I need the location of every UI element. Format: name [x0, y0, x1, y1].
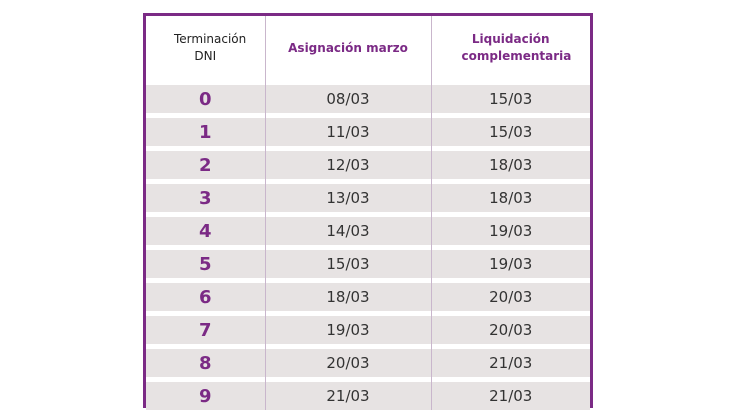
date-cell: 21/03: [430, 349, 590, 377]
gap-cell: [264, 245, 431, 250]
dni-digit: 4: [146, 217, 265, 245]
gap-cell: [430, 179, 590, 184]
table-body: 0 08/03 15/03 1 11/03 15/03 2 12/03 18/03 3 13/03 1…: [146, 80, 590, 410]
gap-cell: [146, 80, 265, 85]
gap-cell: [146, 245, 265, 250]
table-row: 6 18/03 20/03: [146, 283, 590, 311]
gap-cell: [430, 377, 590, 382]
date-cell: 20/03: [430, 283, 590, 311]
dni-digit: 1: [146, 118, 265, 146]
gap-cell: [146, 278, 265, 283]
dni-digit: 8: [146, 349, 265, 377]
date-cell: 18/03: [430, 151, 590, 179]
header-cell: Terminación DNI: [174, 32, 247, 63]
gap-cell: [146, 311, 265, 316]
date-cell: 08/03: [264, 85, 431, 113]
gap-cell: [430, 278, 590, 283]
date-cell: 15/03: [430, 85, 590, 113]
date-cell: 13/03: [264, 184, 431, 212]
gap-cell: [146, 344, 265, 349]
dni-digit: 2: [146, 151, 265, 179]
date-cell: 19/03: [430, 250, 590, 278]
date-cell: 20/03: [264, 349, 431, 377]
gap-cell: [264, 179, 431, 184]
gap-cell: [430, 344, 590, 349]
table-row: 8 20/03 21/03: [146, 349, 590, 377]
table-row: 4 14/03 19/03: [146, 217, 590, 245]
table-row: 2 12/03 18/03: [146, 151, 590, 179]
date-cell: 18/03: [430, 184, 590, 212]
date-cell: 21/03: [264, 382, 431, 410]
gap-cell: [430, 245, 590, 250]
row-gap: [146, 377, 590, 382]
table-row: 7 19/03 20/03: [146, 316, 590, 344]
gap-cell: [430, 311, 590, 316]
date-cell: 21/03: [430, 382, 590, 410]
gap-cell: [264, 344, 431, 349]
date-cell: 14/03: [264, 217, 431, 245]
gap-cell: [146, 179, 265, 184]
dni-digit: 9: [146, 382, 265, 410]
date-cell: 19/03: [430, 217, 590, 245]
row-gap: [146, 80, 590, 85]
row-gap: [146, 212, 590, 217]
row-gap: [146, 113, 590, 118]
row-gap: [146, 179, 590, 184]
table-row: 0 08/03 15/03: [146, 85, 590, 113]
gap-cell: [430, 113, 590, 118]
gap-cell: [430, 212, 590, 217]
gap-cell: [264, 212, 431, 217]
gap-cell: [264, 146, 431, 151]
schedule-table: Terminación DNI Asignación marzo Liquida…: [146, 16, 590, 410]
dni-digit: 5: [146, 250, 265, 278]
gap-cell: [264, 278, 431, 283]
date-cell: 18/03: [264, 283, 431, 311]
dni-digit: 0: [146, 85, 265, 113]
gap-cell: [264, 377, 431, 382]
header-cell: Liquidación complementaria: [430, 16, 590, 80]
table-row: 1 11/03 15/03: [146, 118, 590, 146]
gap-cell: [146, 377, 265, 382]
row-gap: [146, 245, 590, 250]
gap-cell: [430, 146, 590, 151]
row-gap: [146, 344, 590, 349]
header-cell: Asignación marzo: [264, 16, 431, 80]
table-frame: Terminación DNI Asignación marzo Liquida…: [143, 13, 593, 410]
dni-digit: 3: [146, 184, 265, 212]
gap-cell: [430, 80, 590, 85]
date-cell: 15/03: [430, 118, 590, 146]
row-gap: [146, 278, 590, 283]
date-cell: 20/03: [430, 316, 590, 344]
dni-digit: 6: [146, 283, 265, 311]
gap-cell: [264, 113, 431, 118]
gap-cell: [264, 311, 431, 316]
gap-cell: [264, 80, 431, 85]
row-gap: [146, 311, 590, 316]
date-cell: 12/03: [264, 151, 431, 179]
row-gap: [146, 146, 590, 151]
header-row: Terminación DNI Asignación marzo Liquida…: [146, 16, 590, 80]
table-row: 3 13/03 18/03: [146, 184, 590, 212]
gap-cell: [146, 146, 265, 151]
date-cell: 15/03: [264, 250, 431, 278]
gap-cell: [146, 212, 265, 217]
dni-digit: 7: [146, 316, 265, 344]
date-cell: 11/03: [264, 118, 431, 146]
date-cell: 19/03: [264, 316, 431, 344]
table-row: 9 21/03 21/03: [146, 382, 590, 410]
table-row: 5 15/03 19/03: [146, 250, 590, 278]
gap-cell: [146, 113, 265, 118]
